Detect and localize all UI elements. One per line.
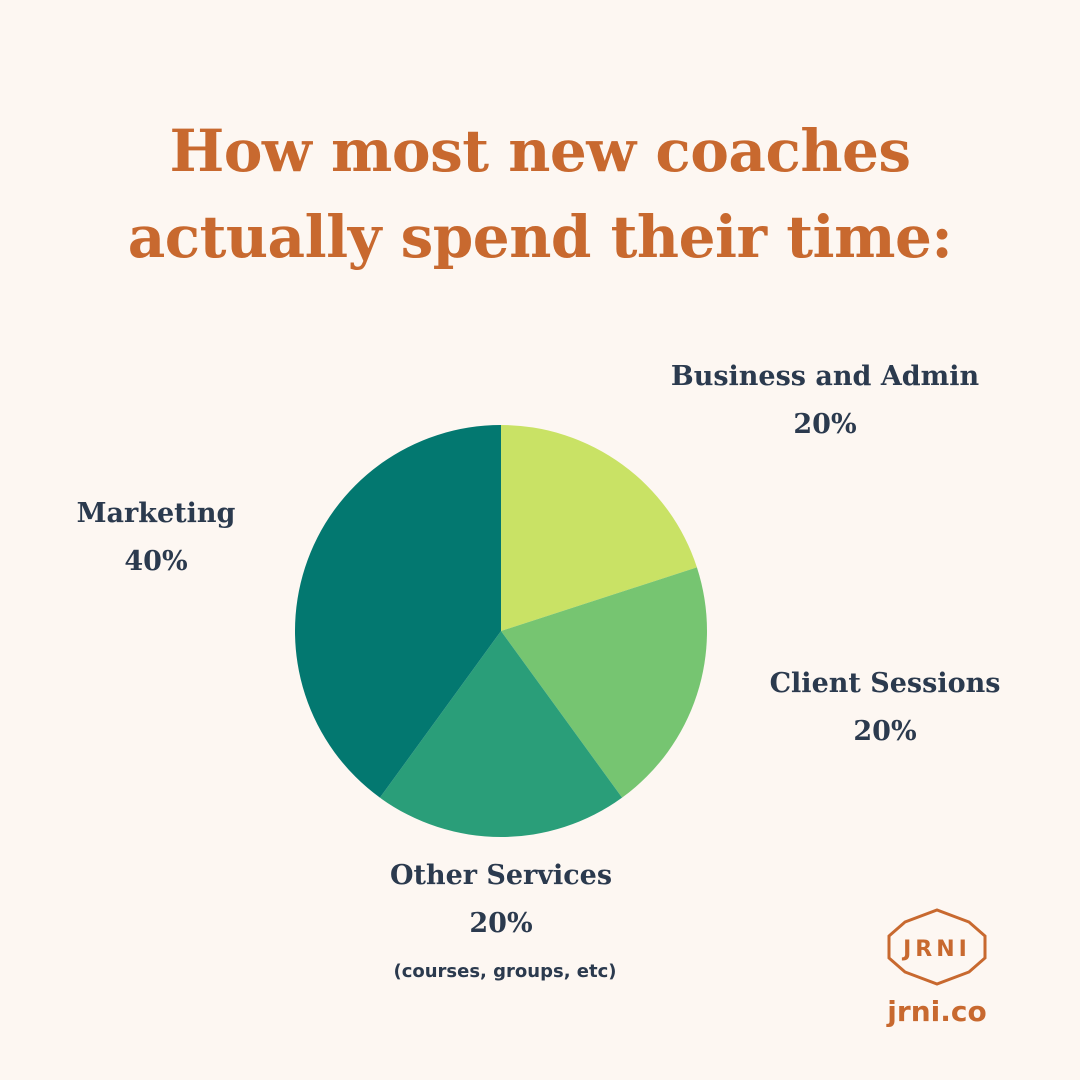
pie-slice [501, 425, 697, 631]
slice-value: 20% [469, 908, 532, 939]
slice-label: Client Sessions [770, 668, 1001, 699]
logo-url: jrni.co [886, 995, 986, 1028]
logo: JRNI jrni.co [886, 908, 987, 1028]
chart-title: How most new coaches actually spend thei… [127, 117, 953, 271]
slice-label: Marketing [77, 498, 236, 529]
logo-text: JRNI [901, 937, 971, 962]
slice-value: 40% [124, 546, 187, 577]
logo-badge [887, 908, 987, 986]
annotation: (courses, groups, etc) [393, 961, 616, 982]
pie-slice [501, 567, 707, 798]
slice-value: 20% [853, 716, 916, 747]
slice-label: Other Services [390, 860, 612, 891]
slice-label: Business and Admin [671, 361, 980, 392]
slice-value: 20% [793, 409, 856, 440]
pie-slice [295, 425, 501, 798]
pie-slice [379, 631, 623, 837]
